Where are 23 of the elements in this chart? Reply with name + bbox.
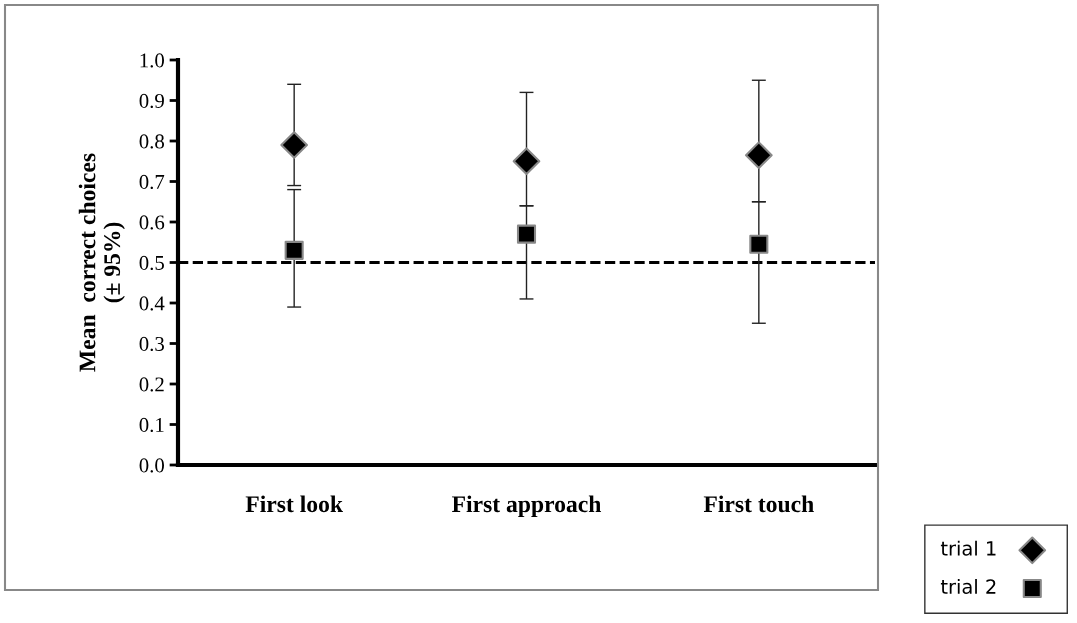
- y-tick-label: 1.0: [140, 53, 165, 68]
- x-tick-label: First approach: [452, 495, 602, 517]
- point: [284, 240, 304, 260]
- y-tick-label: 0.7: [139, 174, 165, 190]
- y-tick-label: 0.6: [139, 215, 165, 230]
- x-tick-label: First look: [245, 495, 343, 513]
- point: [749, 234, 769, 254]
- y-tick-label: 0.4: [139, 296, 165, 311]
- y-tick-label: 0.8: [139, 134, 165, 149]
- point: [744, 141, 773, 170]
- y-tick-label: 0.3: [139, 336, 164, 352]
- y-axis-title: Mean correct choices (± 95%): [78, 153, 125, 372]
- point: [512, 147, 541, 176]
- y-tick-label: 0.1: [139, 417, 164, 433]
- point: [516, 224, 537, 244]
- y-tick-label: 0.2: [139, 377, 164, 392]
- legend-label: trial 1: [940, 540, 996, 556]
- y-tick-label: 0.9: [139, 93, 164, 109]
- x-tick-label: First touch: [703, 495, 814, 513]
- legend-label: trial 2: [940, 578, 996, 594]
- y-tick-label: 0.0: [139, 458, 165, 473]
- point: [280, 131, 309, 159]
- y-tick-label: 0.5: [139, 255, 164, 271]
